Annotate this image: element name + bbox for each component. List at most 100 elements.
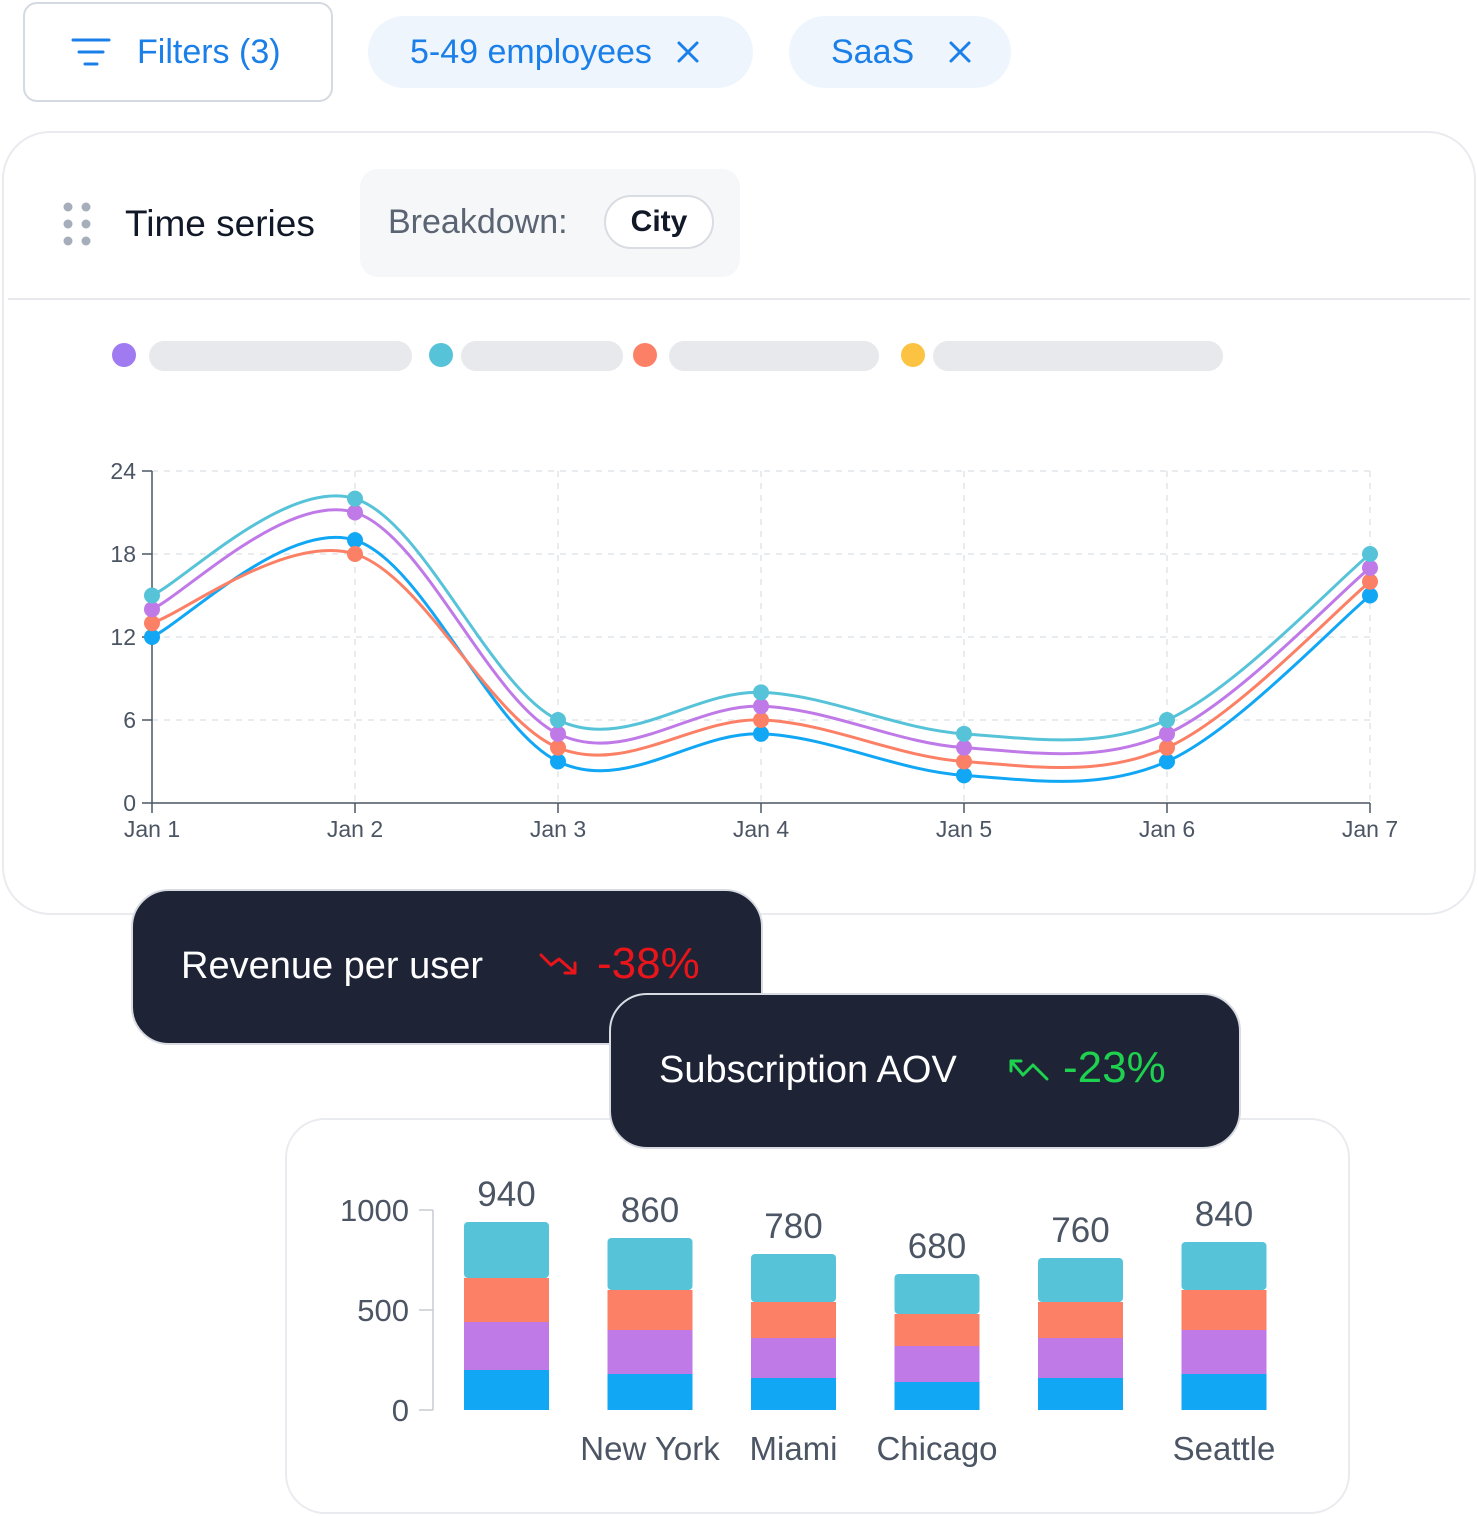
bar-chart: 0 500 1000 940 860 New York 780 Miami 680 Chicago… xyxy=(340,1175,1276,1467)
breakdown-selector: Breakdown: City xyxy=(360,169,740,277)
chip-label: 5-49 employees xyxy=(410,32,652,71)
data-point xyxy=(550,725,566,742)
data-point xyxy=(753,684,769,701)
bar-chart-card: 0 500 1000 940 860 New York 780 Miami 680 Chicago… xyxy=(285,1118,1350,1514)
data-point xyxy=(753,698,769,715)
bar-segment xyxy=(607,1238,693,1290)
trend-down-icon xyxy=(539,953,577,975)
card-header: Time series Breakdown: City xyxy=(4,133,1474,299)
time-series-card: Time series Breakdown: City 0 6 12 18 24 Jan … xyxy=(2,131,1476,915)
data-point xyxy=(956,725,972,742)
data-point xyxy=(144,587,160,604)
metric-change: -23% xyxy=(1063,1043,1166,1092)
line-chart: 0 6 12 18 24 Jan 1 Jan 2 Jan 3 Jan 4 Jan 5 Jan 6 Ja… xyxy=(110,458,1398,842)
legend-dot-coral xyxy=(633,343,657,367)
bar-value-label: 840 xyxy=(1195,1195,1253,1234)
bar-segment xyxy=(751,1338,836,1378)
close-icon[interactable] xyxy=(676,40,700,64)
data-point xyxy=(1159,712,1175,728)
filters-label: Filters (3) xyxy=(137,32,281,71)
data-point xyxy=(347,490,363,507)
data-point xyxy=(347,532,363,549)
bar-segment xyxy=(751,1302,836,1338)
data-point xyxy=(1159,725,1175,742)
bar-segment xyxy=(894,1382,980,1410)
x-category-label: New York xyxy=(580,1430,720,1467)
bar-segment xyxy=(894,1314,980,1346)
data-point xyxy=(550,712,566,728)
bar-segment xyxy=(751,1254,836,1302)
card-title: Time series xyxy=(125,203,315,244)
data-point xyxy=(1159,753,1175,770)
breakdown-city-pill[interactable]: City xyxy=(604,195,714,249)
bar-segment xyxy=(464,1322,549,1370)
bar-segment xyxy=(607,1330,693,1374)
data-point xyxy=(347,504,363,521)
x-category-label: Seattle xyxy=(1173,1430,1276,1467)
bar-segment xyxy=(894,1274,980,1314)
bar-segment xyxy=(464,1222,549,1278)
legend-label-placeholder xyxy=(669,341,879,371)
metric-label: Subscription AOV xyxy=(659,1049,957,1091)
legend-dot-teal xyxy=(429,343,453,367)
trend-up-icon xyxy=(1009,1059,1049,1081)
series-line xyxy=(151,536,1371,783)
y-tick-label: 500 xyxy=(357,1293,409,1328)
bar-segment xyxy=(1181,1290,1267,1330)
bar-value-label: 760 xyxy=(1051,1211,1109,1250)
data-point xyxy=(550,753,566,770)
filter-chip-employees[interactable]: 5-49 employees xyxy=(368,16,753,88)
bar-segment xyxy=(1038,1378,1123,1410)
filters-button[interactable]: Filters (3) xyxy=(23,2,333,102)
y-tick-label: 12 xyxy=(110,624,136,650)
bar-segment xyxy=(1181,1330,1267,1374)
y-tick-label: 18 xyxy=(110,541,136,567)
data-point xyxy=(956,767,972,784)
x-tick-label: Jan 1 xyxy=(124,816,180,842)
legend-dot-purple xyxy=(112,343,136,367)
metric-change: -38% xyxy=(597,939,700,988)
bar-segment xyxy=(464,1278,549,1322)
bar-segment xyxy=(607,1290,693,1330)
chart-legend xyxy=(4,333,1474,383)
bar-segment xyxy=(1181,1374,1267,1410)
bar-segment xyxy=(1038,1302,1123,1338)
y-tick-label: 1000 xyxy=(340,1193,409,1228)
data-point xyxy=(753,712,769,728)
metric-label: Revenue per user xyxy=(181,945,484,987)
y-tick-label: 24 xyxy=(110,458,136,484)
x-category-label: Chicago xyxy=(876,1430,997,1467)
legend-label-placeholder xyxy=(149,341,412,371)
y-tick-label: 0 xyxy=(392,1393,409,1428)
bar-value-label: 860 xyxy=(621,1191,679,1230)
data-point xyxy=(550,739,566,756)
y-tick-label: 0 xyxy=(123,790,136,816)
y-tick-label: 6 xyxy=(123,707,136,733)
filter-chip-saas[interactable]: SaaS xyxy=(789,16,1011,88)
data-point xyxy=(144,629,160,645)
x-tick-label: Jan 7 xyxy=(1342,816,1398,842)
bar-value-label: 780 xyxy=(764,1207,822,1246)
bar-segment xyxy=(1038,1258,1123,1302)
x-tick-label: Jan 4 xyxy=(733,816,789,842)
breakdown-label: Breakdown: xyxy=(388,203,568,241)
data-point xyxy=(144,615,160,632)
data-point xyxy=(1362,546,1378,562)
bar-segment xyxy=(1038,1338,1123,1378)
bar-segment xyxy=(1181,1242,1267,1290)
data-point xyxy=(144,601,160,618)
bar-segment xyxy=(607,1374,693,1410)
drag-handle-icon[interactable] xyxy=(62,201,92,247)
legend-dot-yellow xyxy=(901,343,925,367)
data-point xyxy=(347,546,363,562)
close-icon[interactable] xyxy=(948,40,972,64)
data-point xyxy=(1362,559,1378,576)
chip-label: SaaS xyxy=(831,32,915,71)
filter-lines-icon xyxy=(71,38,111,66)
data-point xyxy=(1362,573,1378,590)
legend-label-placeholder xyxy=(461,341,623,371)
data-point xyxy=(956,753,972,770)
data-point xyxy=(956,739,972,756)
data-point xyxy=(753,725,769,742)
bar-value-label: 680 xyxy=(908,1227,966,1266)
